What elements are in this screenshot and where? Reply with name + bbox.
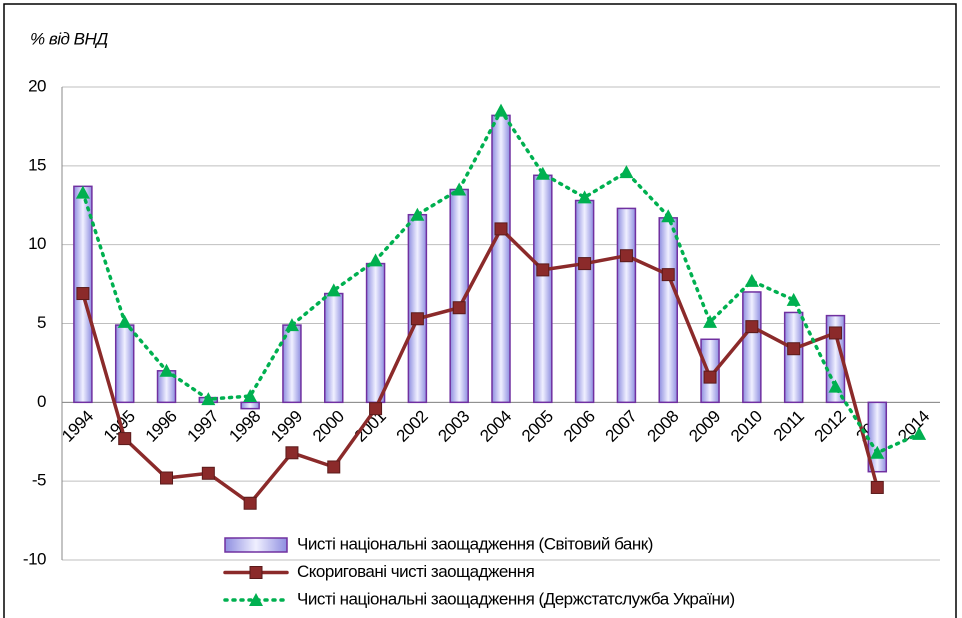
marker — [703, 314, 718, 328]
marker — [76, 287, 90, 301]
x-tick-label: 1999 — [267, 407, 306, 446]
marker — [535, 166, 550, 180]
marker — [243, 389, 258, 403]
marker — [494, 222, 508, 236]
bar — [491, 114, 511, 404]
legend-label: Скориговані чисті заощадження — [297, 562, 535, 581]
marker — [828, 379, 843, 393]
marker — [410, 207, 425, 221]
marker — [744, 273, 759, 287]
bar — [783, 311, 804, 404]
marker — [870, 480, 884, 494]
marker — [619, 249, 633, 263]
marker — [786, 292, 801, 306]
marker — [536, 263, 550, 277]
marker — [368, 253, 383, 267]
frame — [3, 3, 957, 618]
y-axis-label: % від ВНД — [30, 29, 108, 48]
legend-marker — [249, 593, 263, 606]
x-tick-label: 2004 — [476, 407, 515, 446]
marker — [828, 326, 842, 340]
marker — [160, 471, 174, 485]
bar — [114, 324, 135, 404]
y-tick-label: 20 — [28, 76, 46, 95]
marker — [577, 190, 592, 204]
bar — [616, 207, 637, 404]
x-tick-label: 2002 — [393, 407, 432, 446]
x-tick-label: 1998 — [225, 407, 264, 446]
marker — [201, 392, 216, 406]
marker — [410, 312, 424, 326]
marker — [285, 446, 299, 460]
marker — [745, 320, 759, 334]
y-tick-label: 10 — [28, 234, 46, 253]
marker — [870, 445, 885, 459]
bar — [658, 217, 678, 404]
bar — [365, 262, 386, 404]
bar — [574, 199, 595, 404]
y-tick-label: 5 — [37, 313, 46, 332]
bar — [407, 213, 428, 404]
marker — [703, 370, 717, 384]
marker — [494, 103, 508, 117]
marker — [452, 301, 466, 315]
marker — [326, 283, 341, 297]
marker — [75, 185, 90, 199]
line — [81, 226, 880, 506]
x-tick-label: 1997 — [184, 407, 223, 446]
bar — [533, 174, 553, 404]
marker — [118, 432, 132, 446]
marker — [159, 363, 174, 377]
legend-label: Чисті національні заощадження (Держстатс… — [297, 589, 735, 608]
bar — [240, 401, 260, 410]
x-tick-label: 2006 — [560, 407, 599, 446]
marker — [243, 496, 257, 510]
x-tick-label: 2012 — [811, 407, 850, 446]
x-tick-label: 2010 — [727, 407, 766, 446]
x-tick-label: 1994 — [58, 407, 97, 446]
x-tick-label: 2005 — [518, 407, 557, 446]
marker — [787, 342, 801, 356]
marker — [327, 460, 341, 474]
bar — [742, 291, 762, 404]
marker — [912, 426, 927, 440]
marker — [284, 318, 299, 332]
marker — [369, 402, 383, 416]
marker — [201, 466, 215, 480]
marker — [578, 257, 592, 271]
marker — [661, 268, 675, 282]
x-tick-label: 2011 — [770, 407, 808, 445]
x-tick-label: 1996 — [142, 407, 181, 446]
y-tick-label: 0 — [37, 392, 46, 411]
y-tick-label: -10 — [23, 549, 46, 568]
marker — [661, 209, 676, 223]
y-tick-label: 15 — [28, 155, 46, 174]
legend-label: Чисті національні заощадження (Світовий … — [297, 534, 653, 553]
x-tick-label: 2007 — [602, 407, 641, 446]
legend-swatch — [224, 537, 288, 553]
bar — [324, 292, 344, 404]
y-tick-label: -5 — [32, 471, 46, 490]
x-tick-label: 2003 — [434, 407, 473, 446]
x-tick-label: 2000 — [309, 407, 348, 446]
legend-marker — [249, 566, 263, 579]
x-tick-label: 2008 — [643, 407, 682, 446]
x-tick-label: 2009 — [685, 407, 724, 446]
marker — [117, 314, 132, 328]
marker — [619, 165, 634, 179]
marker — [452, 182, 467, 196]
